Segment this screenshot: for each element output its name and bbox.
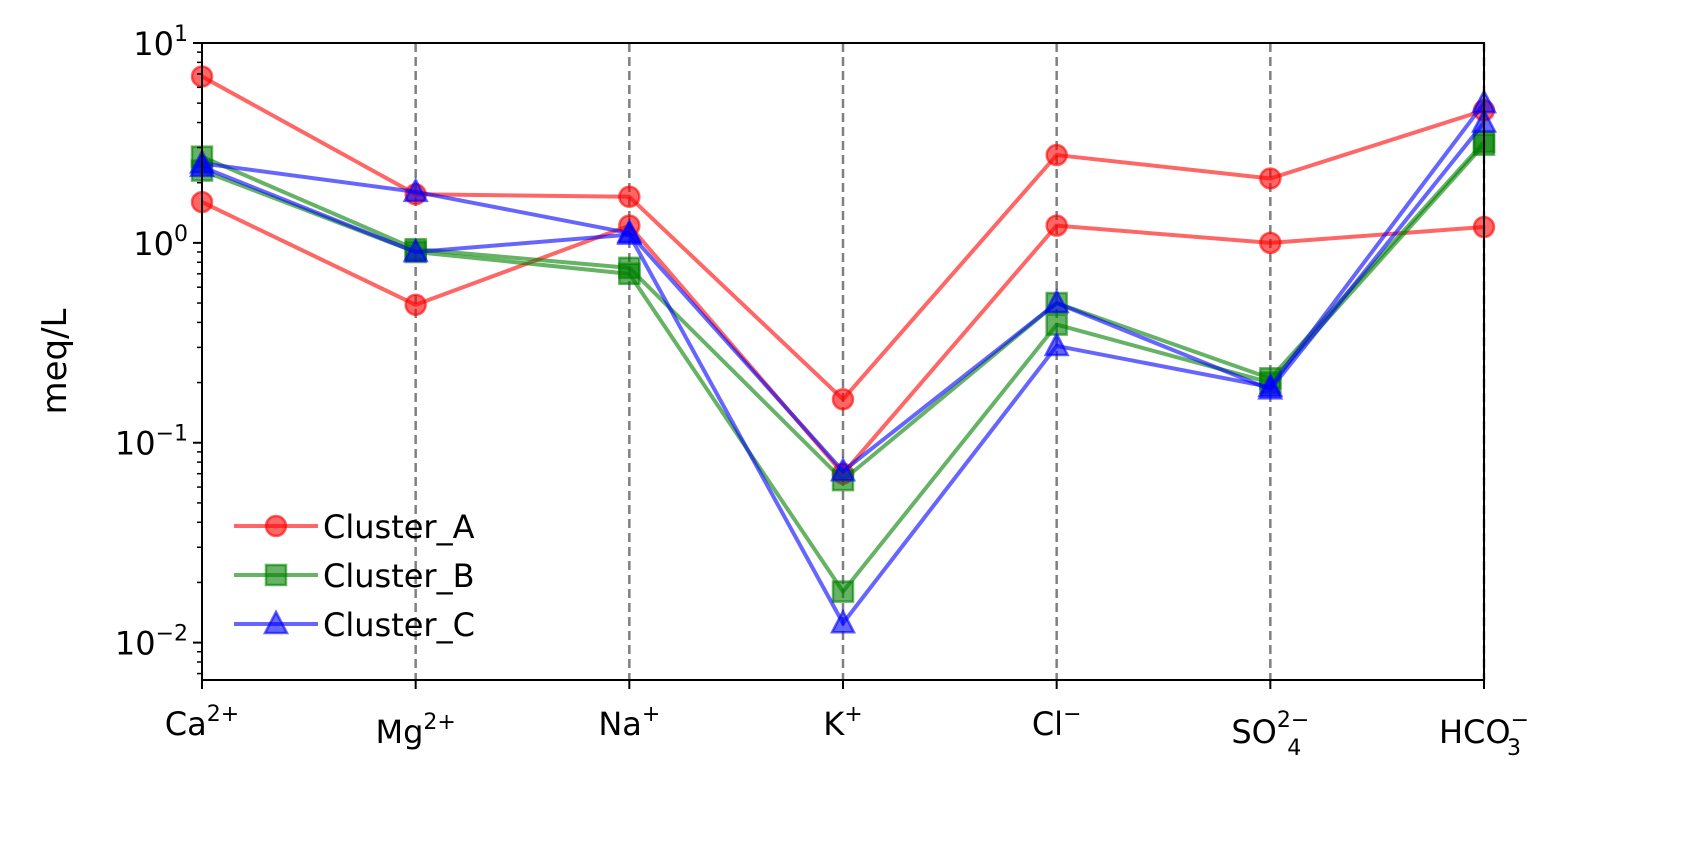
legend-label: Cluster_B [323,557,475,595]
y-tick-label: 101 [133,22,188,63]
x-tick-label: Cl− [1032,702,1082,743]
data-point [1259,231,1282,255]
legend-entry-cluster-c: Cluster_C [234,606,475,644]
data-point [618,185,641,209]
data-point [402,237,429,263]
data-point [618,262,641,286]
y-tick-label: 100 [133,222,188,263]
data-point [1045,143,1068,167]
data-point [1043,331,1070,357]
legend-label: Cluster_C [323,606,475,644]
axis-ticks: 10−2 10−1 100 101 Ca2+ Mg2+ Na+ K+ Cl− SO2− 4 HCO− 3 [115,22,1529,761]
legend-marker [264,514,288,538]
data-point [831,388,855,411]
legend-label: Cluster_A [323,508,475,546]
data-point [1257,372,1284,398]
legend-marker [262,609,290,635]
data-point [1045,214,1068,237]
legend-marker [264,563,288,587]
x-tick-label: SO2− 4 [1231,708,1309,761]
legend-entry-cluster-a: Cluster_A [234,508,475,546]
y-tick-label: 10−1 [115,422,188,463]
data-point [1259,167,1282,190]
legend-entry-cluster-b: Cluster_B [234,557,475,595]
x-tick-label: Ca2+ [165,702,239,743]
x-tick-label: Na+ [598,702,660,743]
data-point [404,293,427,317]
legend: Cluster_A Cluster_B Cluster_C [234,508,475,644]
y-tick-label: 10−2 [115,622,188,663]
data-point [1043,288,1070,314]
x-tick-label: K+ [823,702,862,743]
data-point [616,219,643,245]
data-point [402,177,429,203]
data-point [829,456,857,482]
y-axis-label: meq/L [35,308,75,414]
vertical-grid-lines [414,43,1486,680]
x-tick-label: Mg2+ [375,710,455,751]
x-tick-label: HCO− 3 [1439,708,1529,761]
data-point [831,580,855,603]
data-point [829,608,857,634]
